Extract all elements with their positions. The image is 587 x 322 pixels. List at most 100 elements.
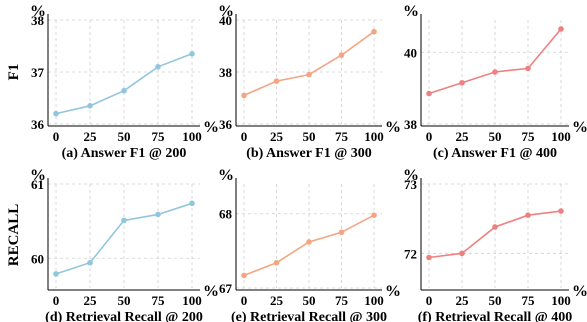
data-point xyxy=(189,51,195,57)
panel-caption: (a) Answer F1 @ 200 xyxy=(62,146,187,161)
x-tick-label: 0 xyxy=(241,129,248,144)
y-tick-label: 38 xyxy=(31,13,45,28)
y-tick-label: 36 xyxy=(219,117,233,132)
x-tick-label: 50 xyxy=(118,293,131,308)
data-point xyxy=(525,212,531,218)
x-tick-label: 0 xyxy=(426,293,433,308)
y-unit-label: % xyxy=(30,167,46,184)
x-tick-label: 25 xyxy=(84,129,98,144)
y-tick-label: 40 xyxy=(404,45,417,60)
data-point xyxy=(371,28,377,35)
data-point xyxy=(306,239,312,245)
x-unit-label: % xyxy=(203,283,219,300)
x-unit-label: % xyxy=(572,283,587,300)
y-tick-label: 68 xyxy=(219,207,233,222)
x-unit-label: % xyxy=(572,119,587,136)
data-point xyxy=(306,71,312,78)
x-tick-label: 50 xyxy=(489,129,502,144)
x-tick-label: 50 xyxy=(303,293,316,308)
y-tick-label: 67 xyxy=(219,281,233,296)
x-tick-label: 25 xyxy=(270,129,284,144)
x-unit-label: % xyxy=(203,119,219,136)
chart-panel-4: 67 68 0 25 50 75 100%% (e) Retrieval Recall @ 3… xyxy=(218,167,401,322)
data-point xyxy=(492,69,498,75)
y-tick-label: 40 xyxy=(219,13,232,28)
data-point xyxy=(241,272,247,279)
data-point xyxy=(459,79,465,86)
data-point xyxy=(338,229,345,236)
data-point xyxy=(121,217,127,224)
data-point xyxy=(189,200,195,207)
row-label-f1: F1 xyxy=(6,64,22,81)
y-tick-label: 38 xyxy=(404,117,418,132)
x-tick-label: 25 xyxy=(84,293,98,308)
x-tick-label: 100 xyxy=(551,129,571,144)
x-tick-label: 75 xyxy=(335,129,349,144)
y-tick-label: 73 xyxy=(404,177,418,192)
x-tick-label: 50 xyxy=(303,129,316,144)
chart-panel-2: 38 40 0 25 50 75 100%% (c) Answer F1 @ 400 xyxy=(403,3,587,161)
x-tick-label: 75 xyxy=(522,293,536,308)
x-tick-label: 100 xyxy=(364,293,384,308)
panel-caption: (e) Retrieval Recall @ 300 xyxy=(231,310,387,322)
chart-panel-5: 72 73 0 25 50 75 100%% (f) Retrieval Recall @ 4… xyxy=(403,167,587,322)
y-tick-label: 37 xyxy=(31,65,45,80)
x-tick-label: 100 xyxy=(182,129,202,144)
y-unit-label: % xyxy=(218,3,234,20)
data-point xyxy=(121,87,127,94)
panel-caption: (c) Answer F1 @ 400 xyxy=(433,146,557,161)
data-point xyxy=(459,250,465,257)
x-tick-label: 75 xyxy=(522,129,536,144)
y-tick-label: 72 xyxy=(404,246,417,261)
data-point xyxy=(338,52,345,58)
x-tick-label: 75 xyxy=(335,293,349,308)
x-unit-label: % xyxy=(385,283,401,300)
x-tick-label: 25 xyxy=(456,293,470,308)
x-tick-label: 75 xyxy=(152,129,166,144)
row-label-recall: RECALL xyxy=(6,204,22,267)
y-tick-label: 60 xyxy=(31,251,44,266)
data-point xyxy=(53,271,59,277)
data-point xyxy=(492,224,498,230)
y-unit-label: % xyxy=(403,3,419,20)
y-unit-label: % xyxy=(218,167,234,184)
data-point xyxy=(273,78,280,84)
chart-panel-1: 36 38 40 0 25 50 75 100%% (b) Answer F1 @ 300 xyxy=(218,3,401,161)
data-point xyxy=(426,90,432,97)
data-point xyxy=(53,110,59,117)
x-tick-label: 0 xyxy=(426,129,433,144)
x-tick-label: 50 xyxy=(118,129,131,144)
data-point xyxy=(155,211,161,218)
x-tick-label: 25 xyxy=(456,129,470,144)
data-point xyxy=(241,92,247,99)
data-point xyxy=(426,254,432,261)
panel-caption: (b) Answer F1 @ 300 xyxy=(246,146,372,161)
x-tick-label: 50 xyxy=(489,293,502,308)
chart-panel-0: 36 37 38 0 25 50 75 100%% (a) Answer F1 @ 200 xyxy=(30,3,219,161)
data-point xyxy=(371,212,377,218)
data-point xyxy=(525,65,531,72)
x-tick-label: 0 xyxy=(53,129,60,144)
data-point xyxy=(87,259,93,266)
y-tick-label: 36 xyxy=(31,117,45,132)
x-tick-label: 0 xyxy=(241,293,248,308)
data-point xyxy=(558,26,564,32)
data-point xyxy=(558,208,564,214)
data-point xyxy=(155,64,161,70)
y-tick-label: 38 xyxy=(219,65,233,80)
panel-caption: (f) Retrieval Recall @ 400 xyxy=(418,310,573,322)
x-tick-label: 0 xyxy=(53,293,60,308)
x-unit-label: % xyxy=(385,119,401,136)
x-tick-label: 75 xyxy=(152,293,166,308)
x-tick-label: 25 xyxy=(270,293,284,308)
data-point xyxy=(273,259,280,266)
y-unit-label: % xyxy=(403,167,419,184)
x-tick-label: 100 xyxy=(182,293,202,308)
x-tick-label: 100 xyxy=(551,293,571,308)
data-point xyxy=(87,103,93,109)
x-tick-label: 100 xyxy=(364,129,384,144)
y-tick-label: 61 xyxy=(31,177,44,192)
